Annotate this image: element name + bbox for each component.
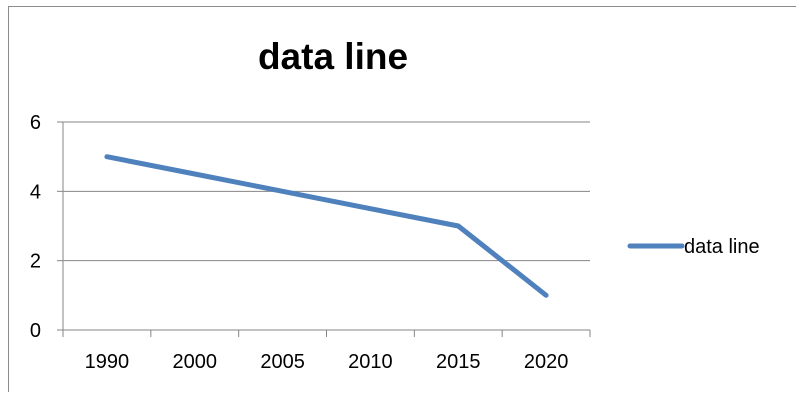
y-tick-labels: 0 2 4 6: [30, 112, 41, 342]
x-tick-label: 2000: [173, 351, 218, 373]
y-tick-label: 2: [30, 251, 41, 273]
y-tick-label: 0: [30, 320, 41, 342]
gridlines: [63, 121, 590, 262]
legend: data line: [627, 236, 760, 258]
x-tick-label: 1990: [85, 351, 130, 373]
series: [104, 154, 549, 298]
x-tick-labels: 1990 2000 2005 2010 2015 2020: [85, 351, 569, 373]
x-tick-label: 2010: [348, 351, 393, 373]
x-tick-label: 2005: [260, 351, 305, 373]
y-tick-label: 4: [30, 181, 41, 203]
x-tick-label: 2015: [436, 351, 481, 373]
series-line: [104, 154, 549, 298]
chart-title: data line: [257, 36, 409, 77]
legend-label: data line: [684, 236, 760, 258]
axes: [57, 121, 591, 337]
x-tick-label: 2020: [524, 351, 569, 373]
chart-area: [8, 6, 796, 392]
y-tick-label: 6: [30, 112, 41, 134]
